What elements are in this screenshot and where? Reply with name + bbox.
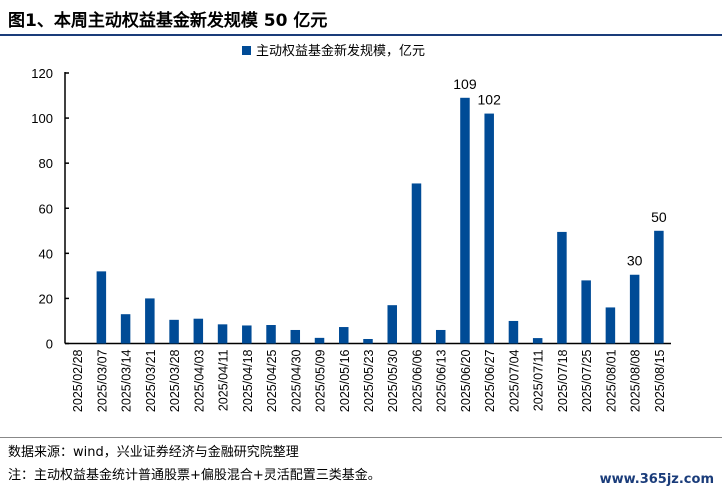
- x-tick-label: 2025/07/04: [507, 349, 521, 412]
- bar: [96, 271, 107, 344]
- x-tick-label: 2025/04/18: [241, 349, 255, 412]
- bar: [484, 113, 494, 344]
- y-tick-label: 80: [39, 156, 53, 171]
- bar: [411, 183, 422, 344]
- x-tick-label: 2025/03/14: [120, 349, 134, 412]
- bar: [120, 314, 131, 344]
- title-divider: [0, 34, 722, 36]
- bar: [629, 274, 640, 344]
- x-tick-label: 2025/08/08: [629, 349, 643, 412]
- x-tick-label: 2025/08/01: [604, 349, 618, 412]
- y-tick-label: 40: [39, 246, 53, 261]
- x-tick-label: 2025/06/20: [459, 349, 473, 412]
- figure-title: 图1、本周主动权益基金新发规模 50 亿元: [8, 11, 328, 31]
- x-tick-label: 2025/03/28: [168, 349, 182, 412]
- bar: [363, 338, 373, 344]
- x-tick-label: 2025/06/06: [410, 349, 424, 412]
- bar: [605, 307, 616, 344]
- legend-swatch: [242, 46, 251, 55]
- bar: [654, 230, 664, 344]
- x-tick-label: 2025/04/11: [217, 349, 231, 411]
- bar: [242, 325, 252, 344]
- x-tick-label: 2025/05/09: [314, 349, 328, 412]
- x-tick-label: 2025/06/27: [483, 349, 497, 412]
- footer-divider: [0, 437, 722, 438]
- x-tick-label: 2025/03/07: [95, 349, 109, 412]
- y-tick-label: 0: [46, 337, 53, 352]
- bar: [557, 231, 567, 344]
- bar: [387, 305, 397, 344]
- bar: [460, 97, 470, 344]
- bar: [435, 329, 446, 344]
- x-tick-label: 2025/03/21: [144, 349, 158, 412]
- x-tick-label: 2025/02/28: [71, 349, 85, 412]
- bar: [193, 318, 204, 344]
- x-tick-label: 2025/05/30: [386, 349, 400, 412]
- x-tick-label: 2025/06/13: [435, 349, 449, 412]
- bar: [290, 329, 301, 344]
- bar: [581, 280, 591, 344]
- source-text: 数据来源：wind，兴业证券经济与金融研究院整理: [8, 445, 299, 460]
- data-label: 30: [627, 253, 643, 269]
- bar: [145, 298, 155, 344]
- x-tick-label: 2025/04/30: [289, 349, 303, 412]
- bar: [266, 325, 276, 344]
- note-text: 注：主动权益基金统计普通股票+偏股混合+灵活配置三类基金。: [8, 468, 381, 483]
- bar: [508, 320, 519, 344]
- y-tick-label: 60: [39, 201, 53, 216]
- bar: [217, 324, 228, 344]
- x-tick-label: 2025/04/25: [265, 349, 279, 412]
- x-tick-label: 2025/07/11: [532, 349, 546, 411]
- y-tick-label: 100: [31, 111, 53, 126]
- x-tick-label: 2025/04/03: [192, 349, 206, 412]
- bar: [532, 338, 543, 344]
- bar: [339, 327, 349, 344]
- y-tick-label: 120: [31, 66, 53, 81]
- bar-chart: 0 20 40 60 80 100 120 2025/02/28 2025/03/07 2025/…: [31, 43, 671, 412]
- x-tick-label: 2025/05/16: [338, 349, 352, 412]
- data-label: 50: [651, 209, 667, 225]
- y-tick-label: 20: [39, 291, 53, 306]
- x-tick-label: 2025/08/15: [653, 349, 667, 412]
- legend-label: 主动权益基金新发规模，亿元: [256, 43, 425, 59]
- watermark: www.365jz.com: [599, 472, 714, 487]
- x-tick-label: 2025/07/18: [556, 349, 570, 412]
- data-label: 102: [478, 92, 502, 108]
- bar: [314, 337, 325, 344]
- x-tick-label: 2025/07/25: [580, 349, 594, 412]
- bar: [169, 319, 179, 344]
- data-label: 109: [453, 76, 477, 92]
- x-tick-label: 2025/05/23: [362, 349, 376, 412]
